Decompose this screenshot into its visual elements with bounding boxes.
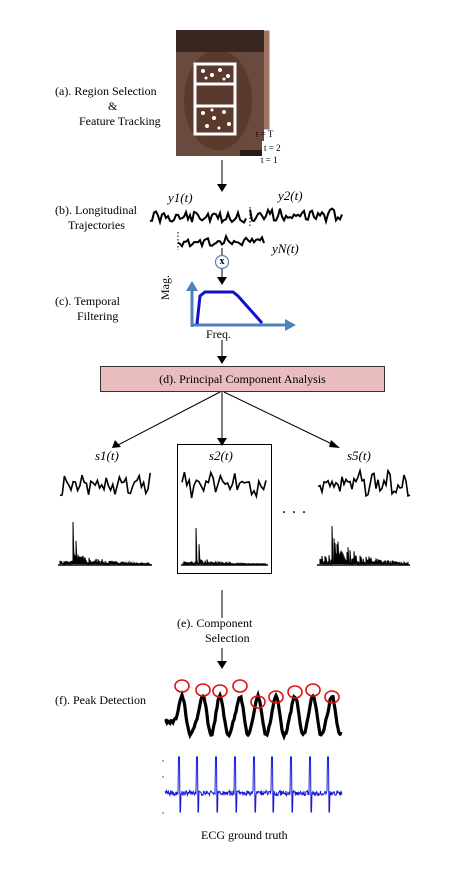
step-e-label-2: Selection bbox=[205, 631, 250, 645]
step-c-label-1: (c). Temporal bbox=[55, 294, 120, 308]
component-s5-label: s5(t) bbox=[347, 448, 371, 463]
component-spectrum-s2 bbox=[182, 527, 267, 566]
component-signal-s2 bbox=[181, 469, 267, 500]
step-a-label-3: Feature Tracking bbox=[79, 114, 161, 128]
peak-marker bbox=[268, 690, 284, 704]
step-f-label: (f). Peak Detection bbox=[55, 693, 146, 707]
selected-component-box bbox=[177, 444, 272, 574]
frame-label-1: t = 1 bbox=[261, 155, 278, 165]
component-signal-s1 bbox=[59, 472, 151, 497]
detected-peaks bbox=[174, 679, 340, 709]
component-s1-label: s1(t) bbox=[95, 448, 119, 463]
step-e-label-1: (e). Component bbox=[177, 616, 253, 630]
ecg-caption: ECG ground truth bbox=[201, 828, 288, 842]
peak-signal bbox=[164, 689, 343, 741]
peak-marker bbox=[232, 679, 248, 693]
filter-x-axis-label: Freq. bbox=[206, 327, 231, 341]
component-signal-s5 bbox=[317, 467, 411, 498]
step-a-label-1: (a). Region Selection bbox=[55, 84, 157, 98]
step-a-label-2: & bbox=[108, 99, 118, 113]
frame-label-2: t = 2 bbox=[262, 141, 283, 156]
pca-box: (d). Principal Component Analysis bbox=[100, 366, 385, 392]
ecg-signal bbox=[164, 756, 343, 813]
trajectory-y1 bbox=[149, 209, 247, 226]
component-spectrum-s1 bbox=[59, 521, 151, 566]
video-frames bbox=[176, 29, 271, 156]
peak-marker bbox=[287, 685, 303, 699]
peak-marker bbox=[174, 679, 190, 693]
filter-response-curve bbox=[195, 290, 264, 325]
trajectory-y1-label: y1(t) bbox=[168, 190, 193, 205]
frame-label-T: t = T bbox=[256, 129, 274, 139]
multiply-node bbox=[214, 254, 230, 270]
multiply-symbol: x bbox=[219, 256, 225, 267]
trajectory-yN-label: yN(t) bbox=[272, 241, 299, 256]
peak-marker bbox=[250, 695, 266, 709]
trajectory-yN bbox=[177, 233, 265, 249]
trajectory-y2 bbox=[249, 206, 343, 226]
component-spectrum-s5 bbox=[319, 525, 409, 566]
ellipsis: . . . bbox=[282, 500, 307, 517]
peak-marker bbox=[324, 690, 340, 704]
step-b-label-2: Trajectories bbox=[68, 218, 125, 232]
peak-marker bbox=[305, 683, 321, 697]
filter-plot bbox=[186, 281, 296, 331]
step-b-label-1: (b). Longitudinal bbox=[55, 203, 137, 217]
peak-marker bbox=[212, 684, 228, 698]
peak-marker bbox=[195, 683, 211, 697]
component-s2-label: s2(t) bbox=[209, 448, 233, 463]
step-c-label-2: Filtering bbox=[77, 309, 119, 323]
trajectory-y2-label: y2(t) bbox=[278, 188, 303, 203]
filter-y-axis-label: Mag. bbox=[158, 275, 172, 300]
